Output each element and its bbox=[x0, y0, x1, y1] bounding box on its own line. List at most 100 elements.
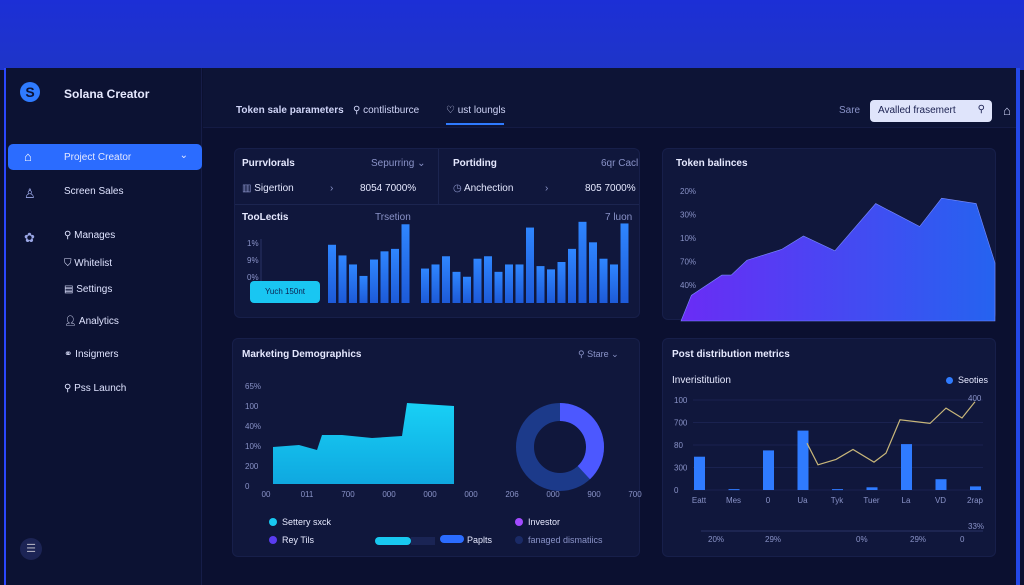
bar bbox=[578, 221, 587, 303]
label: Pss Launch bbox=[74, 383, 127, 394]
x-tick-label: 206 bbox=[505, 490, 519, 499]
menu-icon[interactable]: ☰ bbox=[20, 538, 42, 560]
x-tick-label: Tuer bbox=[863, 496, 879, 505]
bar bbox=[431, 264, 440, 303]
post-distribution-chart: 100 700 80 300 0 Eatt Mes 0 Ua Tyk Tuer La VD 2rap bbox=[674, 396, 984, 532]
search-icon: ⚲ bbox=[353, 105, 364, 116]
key-icon: ⚲ bbox=[64, 230, 75, 241]
chevron-right-icon[interactable]: › bbox=[330, 183, 334, 194]
legend-dot bbox=[515, 518, 523, 526]
line-series bbox=[806, 401, 976, 466]
label: Investor bbox=[528, 517, 561, 527]
bar bbox=[797, 430, 809, 490]
bar bbox=[970, 486, 981, 490]
shield-icon: ♡ bbox=[446, 105, 458, 116]
bar bbox=[380, 251, 389, 303]
label: Stare bbox=[587, 349, 609, 359]
sidebar-item-analytics[interactable]: 👤︎ Analytics bbox=[64, 316, 119, 327]
chevron-right-icon[interactable]: › bbox=[545, 183, 549, 194]
x-tick-label: 000 bbox=[546, 490, 560, 499]
sidebar-item-manages[interactable]: ⚲ Manages bbox=[64, 230, 115, 241]
bar bbox=[547, 269, 555, 303]
x-tick-label: 000 bbox=[382, 490, 396, 499]
sidebar-item-screen-sales[interactable]: Screen Sales bbox=[64, 186, 124, 197]
bar bbox=[536, 266, 545, 303]
bar bbox=[359, 275, 368, 303]
tab-ust-loungls[interactable]: ♡ ust loungls bbox=[446, 105, 506, 116]
cacl-link[interactable]: 6qr Cacl bbox=[601, 158, 639, 169]
param-row-label: ▥ Sigertion bbox=[242, 183, 294, 194]
legend-dot bbox=[269, 518, 277, 526]
label: Sigertion bbox=[254, 183, 294, 194]
y-tick-label: 0 bbox=[674, 486, 679, 495]
y-tick-label: 70% bbox=[680, 258, 696, 267]
area-series bbox=[680, 197, 996, 322]
sidebar-item-whitelist[interactable]: ⛉ Whitelist bbox=[64, 258, 112, 269]
panel-title: Purrvlorals bbox=[242, 158, 295, 169]
label: Insigmers bbox=[75, 349, 119, 360]
bar bbox=[935, 479, 947, 490]
tab-token-sale-parameters[interactable]: Token sale parameters bbox=[236, 105, 344, 116]
param-row-value: 8054 7000% bbox=[360, 183, 417, 194]
home-icon: ⌂ bbox=[24, 149, 32, 164]
sepurring-dropdown[interactable]: Sepurring ⌄ bbox=[371, 158, 426, 169]
sidebar-item-label: Project Creator bbox=[64, 152, 132, 163]
chevron-down-icon[interactable]: ⌄ bbox=[179, 150, 188, 161]
tooltip: Yuch 150nt bbox=[250, 281, 320, 303]
save-button[interactable]: Sare bbox=[839, 105, 861, 116]
line-end-label: 400 bbox=[968, 394, 982, 403]
bar bbox=[463, 276, 471, 303]
lock-icon[interactable]: ⌂ bbox=[1003, 103, 1011, 118]
header: Token sale parameters ⚲ contlistburce ♡ … bbox=[203, 68, 1016, 128]
x-tick-label: 700 bbox=[628, 490, 642, 499]
label: ust loungls bbox=[457, 105, 506, 116]
label: Whitelist bbox=[74, 258, 113, 269]
legend-dot bbox=[515, 536, 523, 544]
x-tick-label: 700 bbox=[341, 490, 355, 499]
chart-subtitle: Inveristitution bbox=[672, 375, 731, 386]
legend-item: Settery sxck bbox=[269, 517, 331, 527]
solana-logo-icon: S bbox=[20, 82, 40, 102]
bar bbox=[328, 244, 336, 303]
bar bbox=[473, 258, 482, 303]
sidebar-item-insigmers[interactable]: ⚭ Insigmers bbox=[64, 349, 119, 360]
label: Settings bbox=[76, 284, 113, 295]
app-title: Solana Creator bbox=[64, 87, 150, 101]
param-row-label: ◷ Anchection bbox=[453, 183, 513, 194]
label: Paplts bbox=[467, 535, 493, 545]
tools-mid-label: Trsetion bbox=[375, 212, 411, 223]
bar bbox=[599, 258, 608, 303]
sidebar-item-settings[interactable]: ▤ Settings bbox=[64, 284, 112, 295]
stare-dropdown[interactable]: ⚲ Stare ⌄ bbox=[578, 349, 619, 359]
tab-contlistburce[interactable]: ⚲ contlistburce bbox=[353, 105, 419, 116]
axis-label: 29% bbox=[765, 535, 782, 544]
search-icon: ⚲ bbox=[578, 349, 588, 359]
donut-slice-investor bbox=[516, 403, 604, 491]
user-icon: ♙ bbox=[24, 186, 36, 201]
y-tick-label: 10% bbox=[680, 234, 696, 243]
search-input[interactable]: Avalled frasemert ⚲ bbox=[870, 100, 992, 122]
bar bbox=[901, 444, 912, 490]
bar bbox=[589, 242, 597, 303]
label: fanaged dismatiics bbox=[528, 535, 603, 545]
bar bbox=[391, 248, 399, 303]
network-icon: ✿ bbox=[24, 230, 35, 245]
app-window: S Solana Creator ⌂ Project Creator ⌄ ♙ S… bbox=[4, 68, 1020, 585]
legend-bar bbox=[375, 537, 411, 545]
building-icon: ▥ bbox=[242, 183, 255, 194]
y-tick-label: 100 bbox=[674, 396, 688, 405]
legend-item: Rey Tils bbox=[269, 535, 314, 545]
legend-item: fanaged dismatiics bbox=[515, 535, 603, 545]
label: Manages bbox=[74, 230, 116, 241]
panel-title: Token balinces bbox=[676, 158, 748, 169]
x-tick-label: 00 bbox=[262, 490, 271, 499]
y-tick-label: 20% bbox=[680, 187, 696, 196]
sidebar-item-pss-launch[interactable]: ⚲ Pss Launch bbox=[64, 383, 126, 394]
search-icon[interactable]: ⚲ bbox=[977, 104, 985, 115]
bar bbox=[610, 264, 618, 303]
axis-label: 0% bbox=[856, 535, 868, 544]
bar bbox=[866, 487, 878, 490]
axis-label: 20% bbox=[708, 535, 725, 544]
sidebar-item-project-creator[interactable]: ⌂ Project Creator ⌄ bbox=[8, 144, 202, 170]
bar bbox=[452, 271, 461, 303]
